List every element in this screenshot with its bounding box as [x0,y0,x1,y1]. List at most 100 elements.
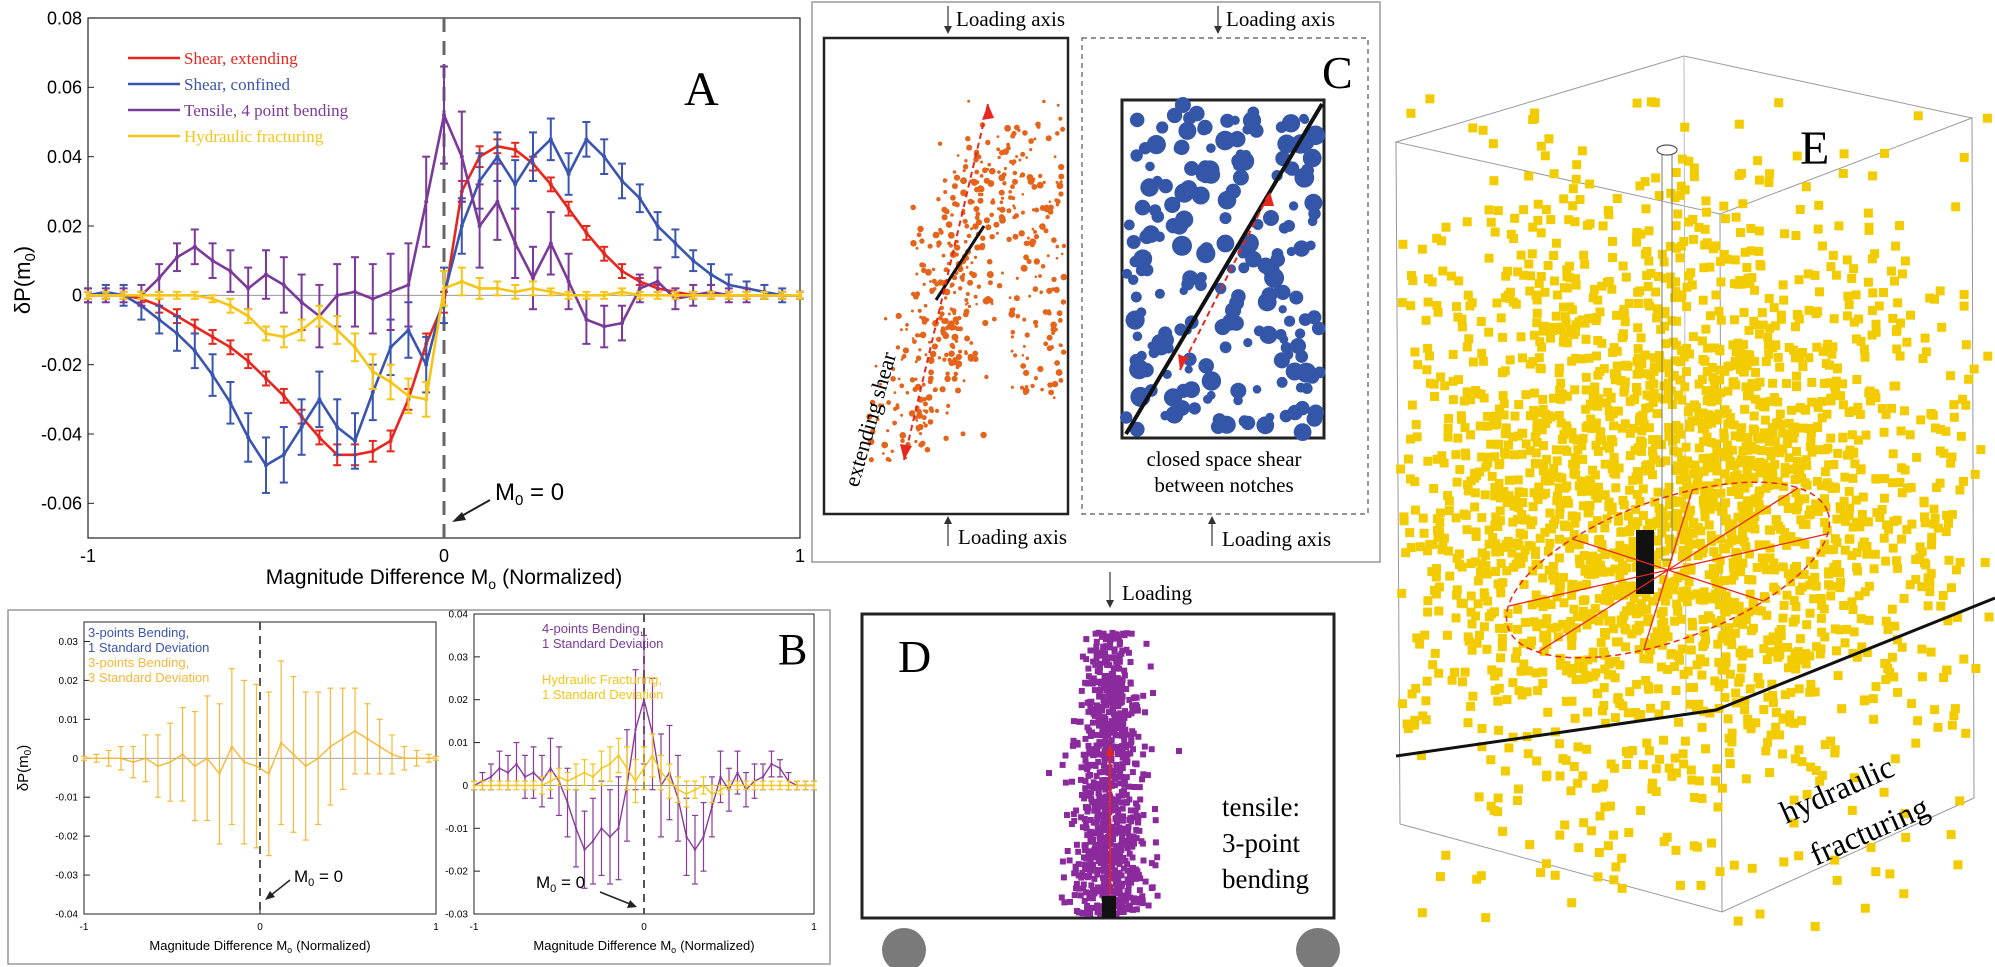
event-square [1778,749,1788,759]
event-square [1938,591,1948,600]
event-square [1857,642,1867,652]
event-square [1816,547,1826,557]
event-square [1579,250,1589,260]
event-square [1620,317,1630,327]
event-square [1750,524,1760,534]
event-dot [1013,206,1017,210]
event-square [1532,295,1542,305]
event-dot [868,457,874,463]
event-square [1791,322,1800,332]
event-square [1741,542,1751,552]
event-square [1806,679,1816,689]
event-square [1097,825,1104,832]
event-square [1803,269,1813,279]
event-dot [950,194,956,201]
event-square [1568,201,1578,211]
event-square [1542,639,1552,649]
event-square [1454,276,1464,286]
event-dot [924,446,931,453]
event-dot [1126,235,1141,249]
event-square [1755,329,1764,339]
event-square [1916,415,1926,425]
event-square [1644,403,1654,413]
event-square [1858,492,1868,502]
event-dot [1049,345,1054,350]
event-square [1830,748,1840,758]
event-dot [962,218,968,224]
event-square [1532,426,1542,436]
data-point [583,848,586,851]
event-dot [895,312,902,319]
event-dot [1054,360,1060,366]
event-square [1100,880,1107,887]
event-dot [1055,369,1063,376]
event-square [1409,720,1419,730]
data-point [495,154,500,159]
data-point [304,764,307,768]
event-dot [912,339,917,344]
panel-d-loading-arrowhead [1106,600,1114,608]
data-point [459,279,464,284]
event-square [1656,635,1666,645]
event-square [1535,363,1545,373]
event-square [1578,501,1588,511]
event-square [1086,792,1093,799]
event-square [1498,391,1508,401]
event-square [1792,151,1802,161]
panel-b-outer-frame [7,609,831,965]
event-dot [962,311,969,318]
event-square [1619,590,1629,600]
panel-d-notch [1102,896,1116,918]
event-square [1670,293,1680,303]
panel-e-box-edge-right [1971,117,1975,799]
event-square [1498,542,1508,552]
event-square [1082,757,1089,764]
event-square [1120,753,1126,759]
event-square [1115,811,1122,818]
event-dot [1293,240,1310,257]
event-square [1496,313,1506,323]
event-square [1801,520,1811,529]
event-square [1744,389,1754,398]
event-square [1877,505,1887,514]
event-dot [1010,184,1015,190]
event-square [1762,610,1772,620]
event-square [1735,432,1745,442]
event-dot [1037,365,1044,373]
event-square [1093,647,1100,654]
event-square [1829,545,1838,555]
event-square [1721,652,1731,662]
event-square [1713,802,1723,812]
event-square [1750,356,1760,366]
event-square [1564,521,1574,531]
event-dot [1152,175,1163,186]
event-square [1663,378,1673,388]
event-square [1927,540,1936,550]
data-point [228,303,233,308]
event-dot [1139,362,1154,378]
event-square [1765,462,1774,472]
event-square [1617,527,1627,537]
event-dot [881,452,885,455]
event-square [1505,355,1515,365]
event-square [1848,605,1858,614]
event-square [1970,469,1980,479]
event-dot [921,382,926,387]
event-square [1930,294,1939,304]
event-square [1504,475,1514,485]
event-square [1574,843,1584,853]
event-square [1508,432,1518,442]
event-square [1773,635,1783,645]
data-point [685,835,688,839]
event-dot [982,167,988,174]
event-square [1753,434,1763,444]
data-point [415,757,418,760]
event-square [1090,861,1097,868]
event-square [1755,909,1765,919]
event-square [1641,592,1651,602]
event-square [1583,655,1592,665]
panel-a-legend: Shear, extending Shear, confined Tensile… [128,49,349,146]
event-dot [929,350,937,358]
event-square [1648,470,1657,480]
event-square [1423,546,1432,556]
